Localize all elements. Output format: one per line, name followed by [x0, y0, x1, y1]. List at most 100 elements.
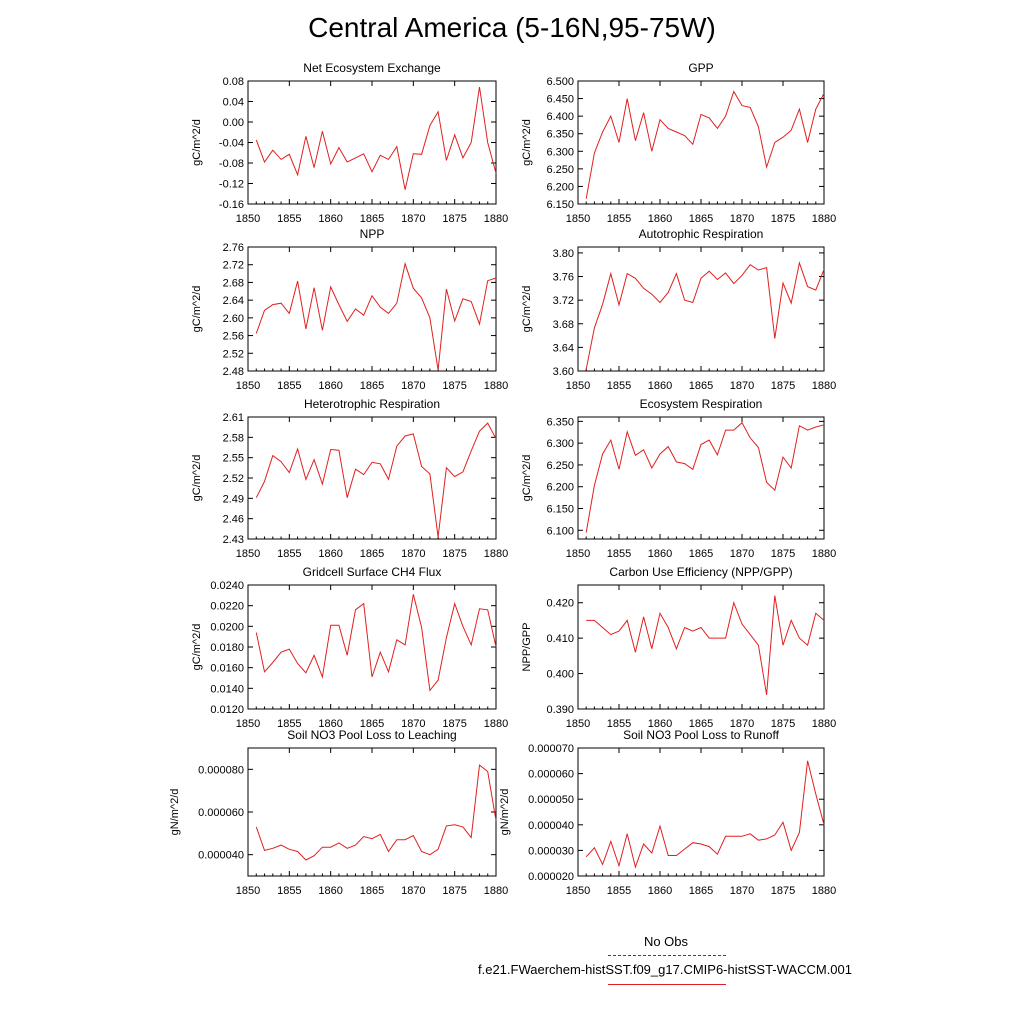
x-tick-label: 1855	[607, 548, 631, 560]
y-tick-label: 6.500	[546, 76, 574, 88]
y-tick-label: 3.68	[553, 319, 574, 331]
x-tick-label: 1880	[484, 380, 508, 392]
plot-frame	[247, 80, 497, 205]
y-tick-label: 6.200	[546, 482, 574, 494]
x-tick-label: 1855	[277, 548, 301, 560]
y-axis-label: gC/m^2/d	[191, 624, 203, 671]
series-line	[255, 261, 497, 371]
x-tick-label: 1880	[812, 718, 836, 730]
x-tick-label: 1855	[607, 380, 631, 392]
x-tick-label: 1850	[236, 380, 260, 392]
x-tick-label: 1865	[360, 213, 384, 225]
series-line	[255, 594, 497, 692]
x-tick-label: 1850	[566, 885, 590, 897]
y-axis-label: gC/m^2/d	[191, 286, 203, 333]
y-axis-label: gC/m^2/d	[191, 119, 203, 166]
x-tick-label: 1870	[730, 548, 754, 560]
y-tick-label: 2.48	[223, 366, 244, 378]
y-tick-label: 6.350	[546, 129, 574, 141]
x-tick-label: 1855	[607, 213, 631, 225]
y-tick-label: 0.000030	[528, 845, 574, 857]
x-tick-label: 1870	[730, 213, 754, 225]
y-tick-label: -0.16	[219, 199, 244, 211]
series-line	[585, 760, 825, 869]
y-tick-label: 3.72	[553, 295, 574, 307]
y-tick-label: 0.0160	[210, 663, 244, 675]
series-line	[255, 764, 497, 861]
x-tick-label: 1880	[484, 718, 508, 730]
y-tick-label: 2.68	[223, 277, 244, 289]
y-tick-label: 0.00	[223, 117, 244, 129]
x-tick-label: 1880	[812, 380, 836, 392]
y-tick-label: 2.55	[223, 453, 244, 465]
x-tick-label: 1875	[442, 885, 466, 897]
x-tick-label: 1860	[648, 885, 672, 897]
y-tick-label: 2.76	[223, 242, 244, 254]
legend-obs-line	[608, 955, 726, 956]
x-tick-label: 1865	[689, 380, 713, 392]
y-tick-label: 6.150	[546, 199, 574, 211]
panel-title: Carbon Use Efficiency (NPP/GPP)	[609, 565, 792, 579]
panel-title: Net Ecosystem Exchange	[303, 61, 441, 75]
x-tick-label: 1860	[318, 380, 342, 392]
legend-model-line	[608, 984, 726, 985]
x-tick-label: 1870	[730, 380, 754, 392]
x-tick-label: 1850	[236, 213, 260, 225]
x-tick-label: 1875	[442, 718, 466, 730]
x-tick-label: 1875	[771, 885, 795, 897]
x-tick-label: 1875	[771, 380, 795, 392]
series-line	[586, 595, 825, 695]
x-tick-label: 1875	[442, 380, 466, 392]
series-line	[255, 422, 497, 538]
chart-panel-4: Autotrophic Respiration 1850 1855 1860 1865 1…	[521, 227, 836, 392]
panel-title: Heterotrophic Respiration	[304, 397, 440, 411]
y-tick-label: 0.0240	[210, 580, 244, 592]
chart-panel-6: Ecosystem Respiration 1850 1855 1860 1865 187…	[521, 397, 836, 560]
panel-title: Soil NO3 Pool Loss to Leaching	[287, 728, 456, 742]
x-tick-label: 1850	[236, 548, 260, 560]
y-tick-label: -0.04	[219, 138, 244, 150]
chart-panel-10: Soil NO3 Pool Loss to Runoff 1850 1855 1860…	[499, 728, 836, 897]
x-tick-label: 1860	[318, 718, 342, 730]
x-tick-label: 1875	[771, 718, 795, 730]
y-tick-label: 0.0200	[210, 621, 244, 633]
chart-panel-3: NPP 1850 1855 1860 1865 1870 1875 1880 2.48 2.52 2…	[191, 227, 508, 392]
y-tick-label: 2.58	[223, 432, 244, 444]
plot-frame	[577, 747, 825, 877]
y-tick-label: 0.000060	[528, 769, 574, 781]
chart-panel-5: Heterotrophic Respiration 1850 1855 1860 186…	[191, 397, 508, 560]
y-tick-label: 2.64	[223, 295, 244, 307]
y-tick-label: 0.000080	[198, 764, 244, 776]
y-axis-label: NPP/GPP	[521, 623, 533, 672]
x-tick-label: 1855	[277, 213, 301, 225]
y-tick-label: 2.61	[223, 412, 244, 424]
y-tick-label: 0.000040	[528, 820, 574, 832]
y-tick-label: 2.56	[223, 331, 244, 343]
panel-title: Autotrophic Respiration	[639, 227, 764, 241]
y-tick-label: 0.04	[223, 97, 244, 109]
x-tick-label: 1855	[277, 885, 301, 897]
y-tick-label: 6.300	[546, 438, 574, 450]
y-tick-label: 0.400	[546, 669, 574, 681]
x-tick-label: 1875	[771, 213, 795, 225]
x-tick-label: 1865	[360, 718, 384, 730]
y-tick-label: 2.52	[223, 473, 244, 485]
chart-panel-7: Gridcell Surface CH4 Flux 1850 1855 1860 186…	[191, 565, 508, 730]
y-axis-label: gC/m^2/d	[521, 119, 533, 166]
x-tick-label: 1870	[401, 548, 425, 560]
y-tick-label: 2.60	[223, 313, 244, 325]
y-tick-label: 0.000050	[528, 794, 574, 806]
panel-title: Gridcell Surface CH4 Flux	[303, 565, 442, 579]
x-tick-label: 1865	[689, 885, 713, 897]
x-tick-label: 1855	[277, 380, 301, 392]
chart-panel-2: GPP 1850 1855 1860 1865 1870 1875 1880 6.150 6.20…	[521, 61, 836, 225]
x-tick-label: 1860	[318, 885, 342, 897]
x-tick-label: 1865	[689, 718, 713, 730]
panel-title: Soil NO3 Pool Loss to Runoff	[623, 728, 780, 742]
y-tick-label: 0.0120	[210, 704, 244, 716]
x-tick-label: 1850	[236, 885, 260, 897]
y-tick-label: 0.390	[546, 704, 574, 716]
x-tick-label: 1880	[484, 213, 508, 225]
series-line	[255, 87, 497, 190]
